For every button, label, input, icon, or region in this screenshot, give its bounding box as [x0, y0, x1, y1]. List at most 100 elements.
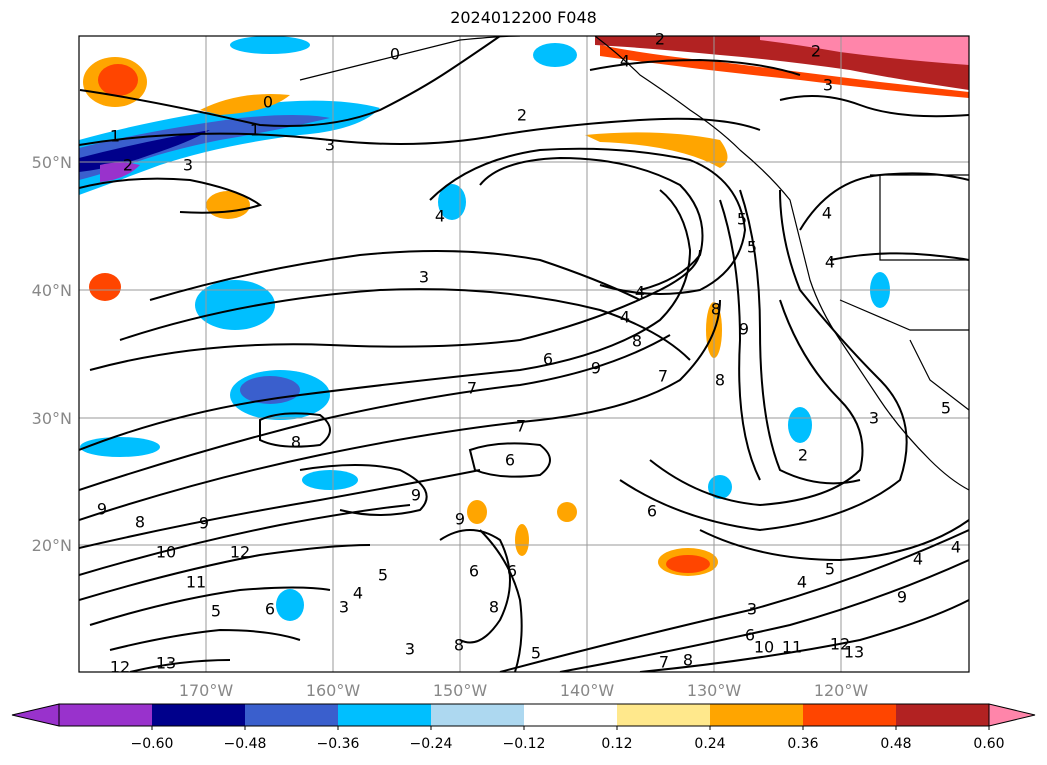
contour-label: 2	[655, 30, 665, 49]
contour-label: 5	[747, 238, 757, 257]
contour-label: 10	[156, 543, 176, 562]
colorbar-segment	[152, 704, 246, 726]
contour-label: 2	[517, 106, 527, 125]
contour-label: 3	[325, 136, 335, 155]
anomaly-negative-band	[79, 100, 380, 195]
contour-label: 5	[531, 644, 541, 663]
contour-label: 4	[620, 52, 630, 71]
contour-label: 4	[822, 204, 832, 223]
contour-label: 13	[156, 654, 176, 673]
colorbar-tick-label: 0.12	[601, 736, 632, 752]
colorbar-segment	[59, 704, 153, 726]
contour-label: 0	[390, 45, 400, 64]
contour-label: 2	[811, 42, 821, 61]
anomaly-blob	[585, 132, 728, 168]
contour-label: 6	[543, 350, 553, 369]
anomaly-blob	[515, 524, 529, 556]
contour-label: 7	[516, 417, 526, 436]
contour-label: 5	[737, 210, 747, 229]
lon-label-170w: 170°W	[179, 681, 234, 700]
plot-title: 2024012200 F048	[450, 8, 597, 27]
anomaly-blob	[666, 555, 710, 573]
contour-label: 4	[353, 584, 363, 603]
anomaly-blob	[302, 470, 358, 490]
anomaly-positive-max	[760, 36, 969, 65]
map-frame	[78, 35, 970, 673]
contour-label: 9	[455, 510, 465, 529]
colorbar-segment	[710, 704, 804, 726]
contour-label: 9	[411, 486, 421, 505]
anomaly-blob	[467, 500, 487, 524]
lon-label-150w: 150°W	[433, 681, 488, 700]
contour-label: 3	[183, 156, 193, 175]
contour-label: 11	[782, 638, 802, 657]
contour-label: 5	[211, 602, 221, 621]
colorbar-extend-high	[988, 703, 1036, 727]
colorbar-segment	[431, 704, 525, 726]
contour-label: 4	[435, 207, 445, 226]
contour-label: 2	[123, 156, 133, 175]
colorbar-tick-label: −0.24	[410, 736, 453, 752]
contour-label: 9	[199, 514, 209, 533]
colorbar-segment	[896, 704, 990, 726]
contour-label: 12	[830, 635, 850, 654]
contour-label: 6	[469, 562, 479, 581]
contour-label: 4	[951, 538, 961, 557]
contour-label: 4	[825, 253, 835, 272]
contour-label: 5	[941, 399, 951, 418]
anomaly-blob	[533, 43, 577, 67]
contour-label: 8	[291, 433, 301, 452]
colorbar-extend-low	[11, 703, 60, 727]
contour-label: 7	[467, 379, 477, 398]
colorbar-tick-label: −0.12	[503, 736, 546, 752]
anomaly-blob	[276, 589, 304, 621]
anomaly-blob	[200, 94, 290, 115]
anomaly-negative-band-mid	[79, 115, 330, 180]
contour-label: 6	[745, 626, 755, 645]
contour-label: 8	[454, 636, 464, 655]
anomaly-blob	[557, 502, 577, 522]
lon-label-160w: 160°W	[306, 681, 361, 700]
contour-label: 3	[747, 600, 757, 619]
longitude-labels: 170°W 160°W 150°W 140°W 130°W 120°W	[179, 681, 869, 700]
contour-label: 1	[250, 121, 260, 140]
colorbar-segment	[245, 704, 339, 726]
colorbar-tick-label: 0.48	[880, 736, 911, 752]
contour-label: 12	[230, 543, 250, 562]
contour-label: 4	[797, 573, 807, 592]
contour-label: 9	[591, 359, 601, 378]
anomaly-negative-min	[100, 162, 140, 182]
contour-label: 8	[135, 513, 145, 532]
lat-label-50n: 50°N	[32, 153, 72, 172]
lon-label-120w: 120°W	[814, 681, 869, 700]
lat-label-30n: 30°N	[32, 409, 72, 428]
contour-label: 8	[489, 598, 499, 617]
anomaly-blob	[230, 36, 310, 54]
contour-label: 8	[683, 651, 693, 670]
contour-label: 6	[507, 562, 517, 581]
contour-label: 8	[632, 332, 642, 351]
contour-label: 8	[711, 300, 721, 319]
colorbar-tick-label: −0.48	[224, 736, 267, 752]
anomaly-blob	[89, 273, 121, 301]
lon-label-130w: 130°W	[687, 681, 742, 700]
contour-label: 0	[263, 93, 273, 112]
colorbar-segment	[617, 704, 711, 726]
contour-label: 9	[739, 320, 749, 339]
contour-label: 2	[798, 446, 808, 465]
coastlines	[299, 36, 969, 491]
contour-label: 11	[186, 573, 206, 592]
colorbar-segment	[803, 704, 897, 726]
colorbar-tick-label: −0.60	[131, 736, 174, 752]
contour-label: 10	[754, 638, 774, 657]
colorbar: −0.60 −0.48 −0.36 −0.24 −0.12 0.12 0.24 0.36 0.4…	[11, 703, 1036, 752]
contour-label: 3	[339, 598, 349, 617]
contour-label: 3	[405, 640, 415, 659]
contour-label: 3	[419, 268, 429, 287]
contour-label: 5	[378, 566, 388, 585]
contour-label: 7	[658, 367, 668, 386]
colorbar-tick-label: 0.24	[694, 736, 725, 752]
colorbar-segment	[338, 704, 432, 726]
